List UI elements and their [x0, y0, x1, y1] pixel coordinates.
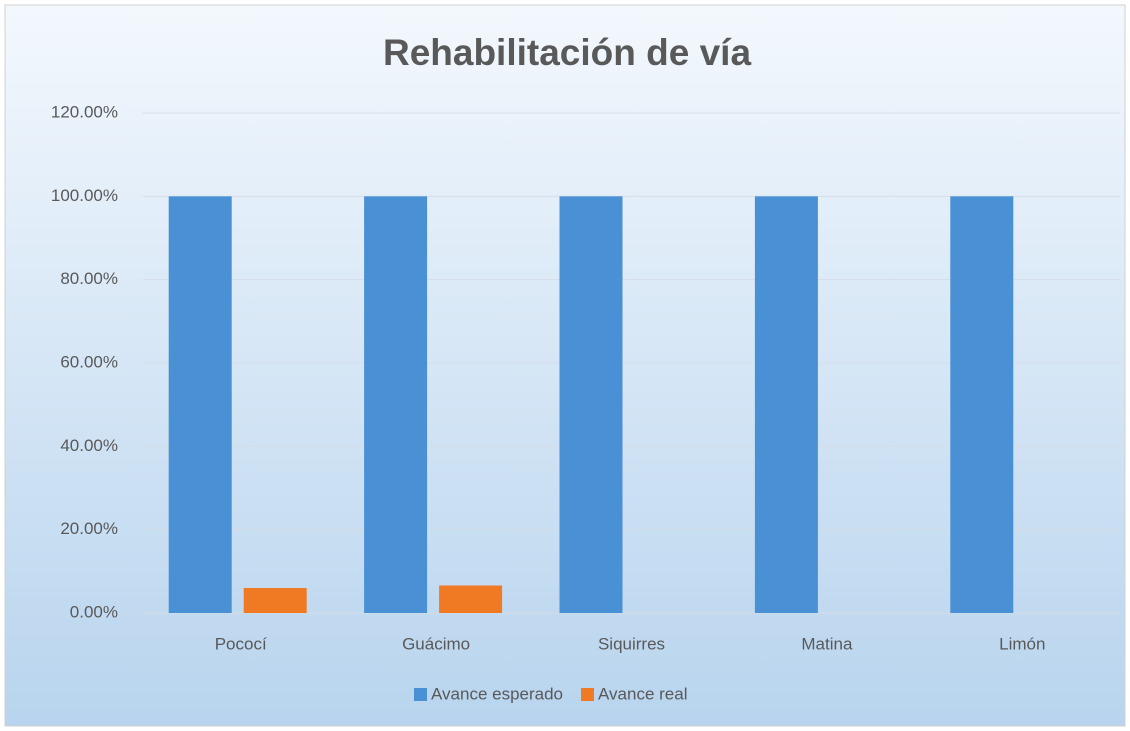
legend-label: Avance esperado	[431, 684, 563, 703]
y-tick-label: 100.00%	[51, 186, 118, 205]
bar	[168, 196, 232, 614]
bar	[950, 196, 1014, 614]
y-tick-label: 120.00%	[51, 102, 118, 121]
x-tick-label: Guácimo	[402, 634, 470, 653]
bar	[559, 196, 623, 614]
legend-swatch	[581, 688, 595, 701]
x-tick-label: Pococí	[215, 634, 267, 653]
bar	[364, 196, 428, 614]
bar	[754, 196, 818, 614]
legend-swatch	[414, 688, 427, 701]
chart-title: Rehabilitación de vía	[383, 32, 751, 73]
y-tick-label: 20.00%	[60, 519, 118, 538]
x-tick-label: Limón	[999, 634, 1045, 653]
x-tick-label: Matina	[801, 634, 853, 653]
bar	[243, 588, 307, 613]
y-tick-label: 80.00%	[60, 269, 118, 288]
y-tick-label: 0.00%	[70, 602, 118, 621]
legend-label: Avance real	[598, 684, 687, 703]
y-tick-label: 40.00%	[60, 436, 118, 455]
bar	[439, 585, 503, 613]
x-tick-label: Siquirres	[598, 634, 665, 653]
y-tick-label: 60.00%	[60, 352, 118, 371]
